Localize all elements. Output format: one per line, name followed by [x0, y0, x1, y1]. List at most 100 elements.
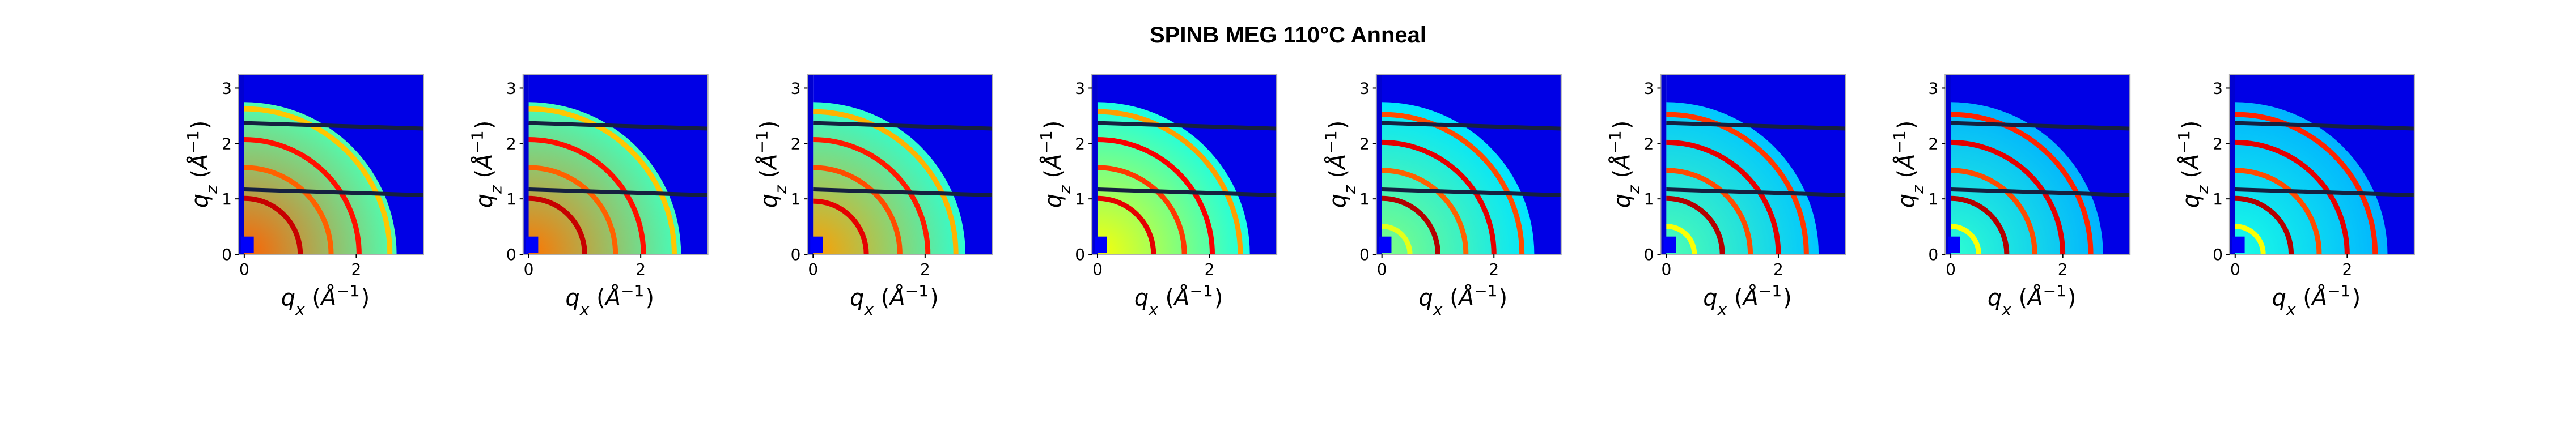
- beamstop: [1379, 236, 1392, 254]
- axes-frame: [1375, 74, 1562, 255]
- detector-gap: [2235, 121, 2414, 131]
- panel-2: 0 2 0 1 2 3 qx (Å−1) qz (Å−1): [468, 74, 709, 319]
- y-tick-label: 1: [506, 190, 516, 208]
- diffraction-ring: [1382, 195, 1440, 254]
- x-axis-label: qx (Å−1): [2272, 281, 2361, 319]
- x-tick-label: 2: [920, 260, 930, 279]
- giwaxs-image: [523, 74, 708, 254]
- x-tick-label: 0: [1377, 260, 1387, 279]
- detector-gap: [813, 121, 993, 131]
- detector-gap: [1950, 121, 2130, 131]
- diffraction-ring: [2235, 195, 2294, 254]
- giwaxs-image: [239, 74, 423, 254]
- detector-gap: [1097, 187, 1277, 197]
- x-tick-label: 0: [808, 260, 818, 279]
- missing-wedge: [1660, 74, 1667, 254]
- beamstop: [526, 236, 539, 254]
- x-tick-label: 2: [1773, 260, 1783, 279]
- x-axis-label: qx (Å−1): [281, 281, 370, 319]
- axes-frame: [1660, 74, 1846, 255]
- y-tick-label: 0: [1075, 245, 1085, 264]
- y-tick-label: 1: [1075, 190, 1085, 208]
- y-tick-label: 1: [791, 190, 801, 208]
- beamstop: [241, 236, 254, 254]
- diffraction-ring: [2235, 168, 2322, 254]
- y-axis-label: qz (Å−1): [184, 121, 221, 208]
- missing-wedge: [239, 74, 244, 254]
- axes-frame: [522, 74, 709, 255]
- diffraction-ring: [528, 195, 587, 254]
- y-tick-label: 0: [2213, 245, 2223, 264]
- x-tick-label: 2: [1489, 260, 1499, 279]
- y-tick-label: 0: [1359, 245, 1370, 264]
- y-tick-label: 0: [1928, 245, 1938, 264]
- diffraction-ring: [1951, 168, 2037, 254]
- x-tick-label: 2: [2342, 260, 2352, 279]
- diffraction-ring: [1666, 224, 1697, 254]
- panel-8: 0 2 0 1 2 3 qx (Å−1) qz (Å−1): [2174, 74, 2415, 319]
- diffraction-ring: [1666, 195, 1725, 254]
- diffraction-ring: [1666, 139, 1781, 254]
- y-tick-label: 3: [222, 79, 232, 97]
- y-axis-label: qz (Å−1): [1605, 121, 1643, 208]
- diffraction-ring: [1382, 224, 1413, 254]
- detector-gap: [528, 121, 708, 131]
- panel-6: 0 2 0 1 2 3 qx (Å−1) qz (Å−1): [1605, 74, 1846, 319]
- beamstop: [2232, 236, 2245, 254]
- diffraction-ring: [244, 106, 393, 254]
- diffraction-ring: [1097, 109, 1243, 254]
- detector-gap: [1382, 121, 1561, 131]
- y-tick-label: 1: [1928, 190, 1938, 208]
- panel-4: 0 2 0 1 2 3 qx (Å−1) qz (Å−1): [1037, 74, 1278, 319]
- detector-gap: [1666, 187, 1846, 197]
- detector-gap: [244, 121, 423, 131]
- missing-wedge: [1945, 74, 1951, 254]
- diffraction-ring: [1951, 139, 2066, 254]
- x-axis-label: qx (Å−1): [850, 281, 939, 319]
- diffraction-ring: [1666, 112, 1809, 254]
- axes-frame: [1091, 74, 1278, 255]
- x-tick-label: 2: [1205, 260, 1215, 279]
- diffraction-ring: [1382, 139, 1497, 254]
- detector-gap: [1950, 187, 2130, 197]
- giwaxs-image: [2229, 74, 2414, 254]
- giwaxs-image: [1376, 74, 1561, 254]
- detector-gap: [813, 187, 993, 197]
- figure-title: SPINB MEG 110°C Anneal: [1150, 23, 1426, 48]
- y-tick-label: 2: [222, 134, 232, 153]
- diffraction-ring: [1097, 136, 1215, 254]
- diffraction-ring: [528, 106, 677, 254]
- giwaxs-image: [807, 74, 993, 254]
- y-tick-label: 2: [506, 134, 516, 153]
- beamstop: [1663, 236, 1676, 254]
- x-axis-label: qx (Å−1): [1419, 281, 1508, 319]
- y-tick-label: 2: [1075, 134, 1085, 153]
- y-tick-label: 1: [1359, 190, 1370, 208]
- missing-wedge: [2229, 74, 2235, 254]
- beamstop: [1095, 236, 1107, 254]
- y-tick-label: 3: [791, 79, 801, 97]
- panel-1: 0 2 0 1 2 3 qx (Å−1) qz (Å−1): [184, 74, 424, 319]
- y-axis-label: qz (Å−1): [752, 121, 790, 208]
- axes-frame: [238, 74, 424, 255]
- diffraction-ring: [2235, 139, 2350, 254]
- giwaxs-image: [1660, 74, 1846, 254]
- x-tick-label: 2: [2058, 260, 2068, 279]
- diffraction-ring: [2235, 112, 2378, 254]
- y-tick-label: 0: [222, 245, 232, 264]
- x-axis-label: qx (Å−1): [1703, 281, 1792, 319]
- axes-frame: [2228, 74, 2415, 255]
- detector-gap: [2235, 187, 2414, 197]
- y-tick-label: 2: [2213, 134, 2223, 153]
- detector-gap: [1097, 121, 1277, 131]
- x-tick-label: 0: [1661, 260, 1671, 279]
- y-tick-label: 1: [222, 190, 232, 208]
- diffraction-ring: [1951, 112, 2094, 254]
- giwaxs-image: [1092, 74, 1277, 254]
- diffraction-ring: [2235, 224, 2266, 254]
- diffraction-ring: [1097, 195, 1156, 254]
- x-axis-label: qx (Å−1): [1988, 281, 2077, 319]
- y-tick-label: 0: [1644, 245, 1654, 264]
- x-tick-label: 0: [2230, 260, 2240, 279]
